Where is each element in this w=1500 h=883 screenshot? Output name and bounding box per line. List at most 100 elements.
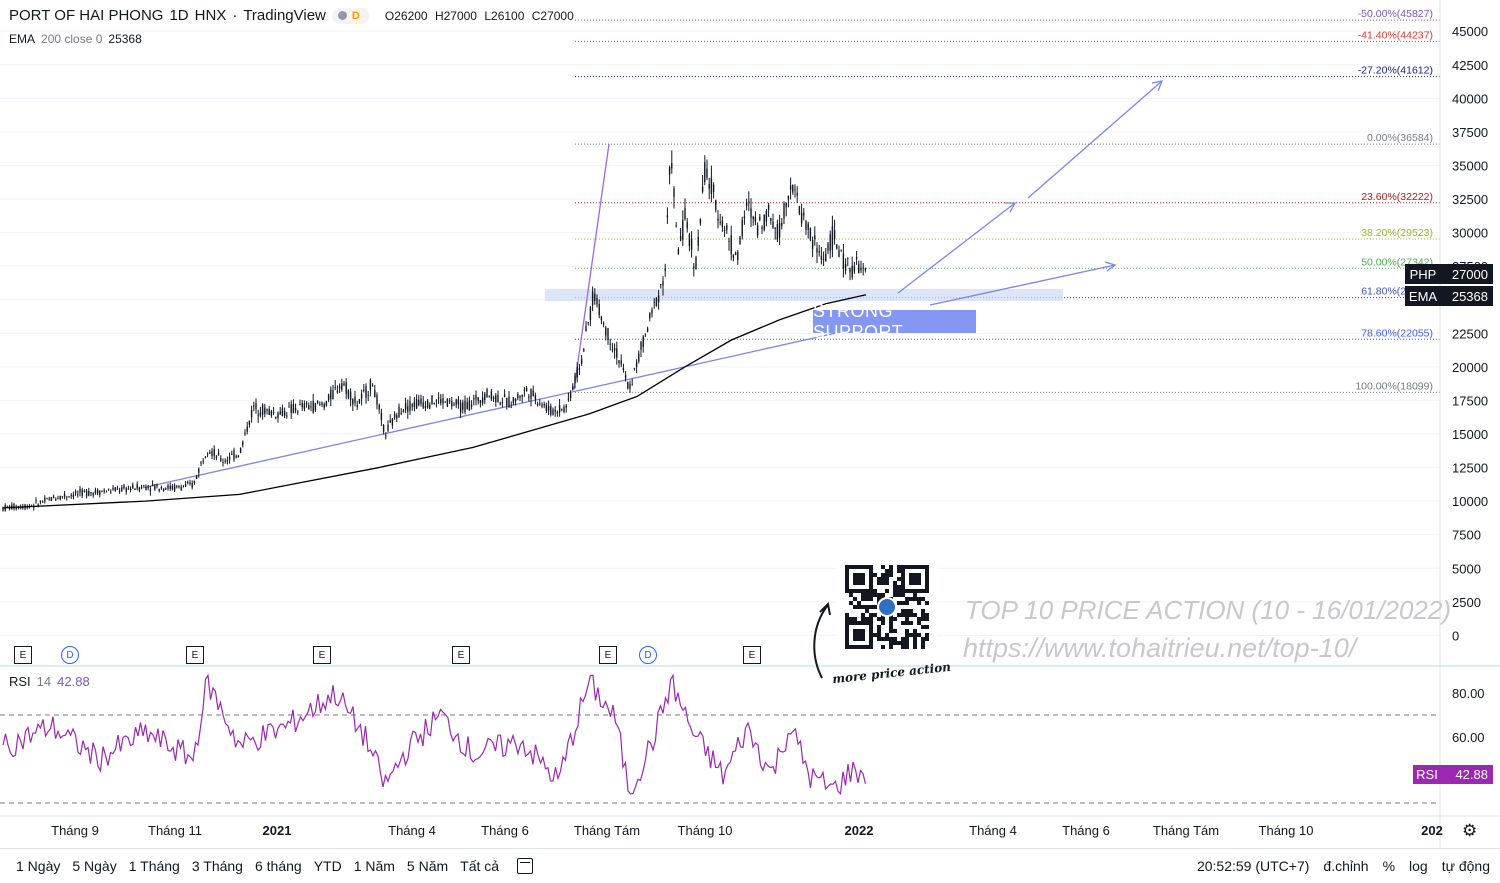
candle-body	[72, 494, 75, 498]
candle-body	[202, 460, 204, 462]
qr-module	[889, 569, 893, 573]
range-6m[interactable]: 6 tháng	[254, 858, 302, 874]
event-earnings-3[interactable]: E	[313, 646, 331, 664]
symbol-name[interactable]: PORT OF HAI PHONG	[9, 7, 164, 24]
candle-body	[187, 481, 189, 483]
qr-module	[921, 565, 925, 569]
candle-body	[501, 402, 504, 404]
candle-body	[303, 403, 306, 409]
candle-body	[365, 386, 367, 399]
candle-body	[226, 460, 229, 462]
event-earnings-4[interactable]: E	[452, 646, 470, 664]
y-tick-label: 10000	[1452, 494, 1488, 509]
candle-body	[657, 295, 660, 303]
candle-body	[712, 184, 715, 192]
qr-module	[849, 565, 853, 569]
candle-body	[649, 312, 651, 319]
candle-body	[281, 408, 284, 416]
candle-body	[217, 452, 220, 455]
ema-legend[interactable]: EMA 200 close 0 25368	[9, 32, 142, 46]
range-3m[interactable]: 3 Tháng	[191, 858, 243, 874]
candle-body	[635, 362, 638, 368]
candle-body	[726, 225, 728, 231]
qr-module	[889, 625, 893, 629]
event-earnings-1[interactable]: E	[14, 646, 32, 664]
candle-body	[231, 453, 233, 455]
candle-body	[415, 399, 418, 409]
candle-body	[228, 456, 231, 460]
candle-body	[473, 398, 475, 400]
qr-module	[869, 573, 873, 577]
market-status-badge[interactable]: D	[331, 7, 369, 24]
qr-module	[893, 585, 897, 589]
x-tick-label: 2021	[263, 823, 292, 838]
qr-module	[921, 637, 925, 641]
candle-body	[545, 404, 548, 411]
qr-module	[865, 617, 869, 621]
y-tick-label: 32500	[1452, 192, 1488, 207]
clock-time[interactable]: 20:52:59 (UTC+7)	[1196, 858, 1310, 874]
candle-body	[409, 401, 411, 411]
candle-body	[68, 496, 70, 498]
candle-body	[539, 403, 541, 405]
candle-body	[589, 307, 592, 320]
candle-body	[136, 484, 138, 489]
candle-body	[363, 389, 365, 391]
candle-body	[140, 486, 143, 489]
candle-body	[853, 266, 856, 272]
rsi-legend[interactable]: RSI 14 42.88	[9, 674, 90, 689]
event-earnings-2[interactable]: E	[186, 646, 204, 664]
qr-module	[877, 625, 881, 629]
projection-arrow-1	[897, 202, 1016, 294]
candle-body	[125, 488, 127, 492]
adjust-toggle[interactable]: đ.chỉnh	[1323, 858, 1369, 874]
event-earnings-6[interactable]: E	[743, 646, 761, 664]
candle-body	[673, 188, 675, 197]
candle-body	[158, 489, 160, 492]
qr-module	[921, 617, 925, 621]
qr-module	[881, 581, 885, 585]
candle-body	[761, 227, 763, 229]
qr-module	[877, 593, 881, 597]
event-dividend-1[interactable]: D	[61, 646, 79, 664]
qr-module	[881, 573, 885, 577]
percent-toggle[interactable]: %	[1382, 858, 1396, 874]
range-all[interactable]: Tất cả	[460, 858, 500, 874]
candle-body	[433, 402, 435, 404]
range-ytd[interactable]: YTD	[313, 858, 342, 874]
settings-gear-icon[interactable]: ⚙	[1462, 821, 1478, 840]
candle-body	[96, 489, 99, 494]
interval[interactable]: 1D	[169, 7, 189, 24]
calendar-icon[interactable]	[517, 858, 534, 874]
range-5d[interactable]: 5 Ngày	[72, 858, 117, 874]
candle-body	[264, 407, 266, 414]
y-tick-label: 5000	[1452, 561, 1481, 576]
auto-toggle[interactable]: tự động	[1441, 858, 1490, 874]
candle-body	[41, 501, 44, 503]
range-1y[interactable]: 1 Năm	[353, 858, 395, 874]
y-tick-label: 15000	[1452, 427, 1488, 442]
candle-body	[420, 398, 422, 404]
axis-layer: 0 2500 5000 7500 10000 12500 15000 17500 20000 22…	[0, 0, 1500, 848]
log-toggle[interactable]: log	[1409, 858, 1428, 874]
qr-module	[869, 565, 873, 569]
strong-support-label[interactable]: STRONG SUPPORT	[813, 301, 976, 342]
candle-body	[627, 381, 629, 389]
event-earnings-5[interactable]: E	[599, 646, 617, 664]
range-5y[interactable]: 5 Năm	[406, 858, 449, 874]
qr-module	[873, 593, 877, 597]
range-1m[interactable]: 1 Tháng	[128, 858, 180, 874]
range-1d[interactable]: 1 Ngày	[16, 858, 61, 874]
candle-body	[356, 405, 358, 408]
candle-body	[796, 193, 798, 196]
promo-url[interactable]: https://www.tohaitrieu.net/top-10/	[963, 633, 1357, 663]
qr-module	[853, 573, 857, 577]
candle-body	[233, 450, 235, 460]
candle-body	[686, 221, 688, 229]
qr-module	[845, 617, 849, 621]
qr-module	[845, 577, 849, 581]
candle-body	[99, 490, 101, 496]
event-dividend-2[interactable]: D	[639, 646, 657, 664]
